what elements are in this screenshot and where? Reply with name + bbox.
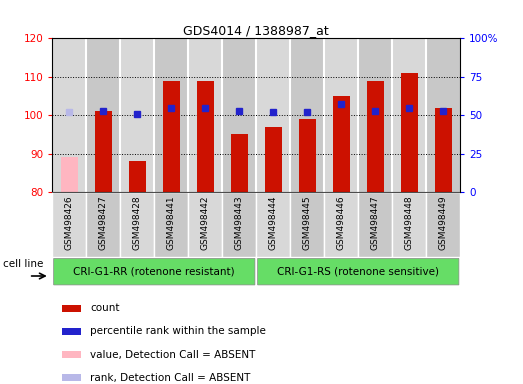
Text: GSM498441: GSM498441 xyxy=(167,195,176,250)
Bar xyxy=(265,127,282,192)
Text: GSM498444: GSM498444 xyxy=(269,195,278,250)
Bar xyxy=(231,134,248,192)
FancyBboxPatch shape xyxy=(258,258,459,285)
Text: GSM498426: GSM498426 xyxy=(65,195,74,250)
Bar xyxy=(392,38,426,192)
Bar xyxy=(290,192,324,257)
Bar xyxy=(62,328,81,335)
Bar xyxy=(401,73,418,192)
Bar xyxy=(62,351,81,358)
Text: CRI-G1-RR (rotenone resistant): CRI-G1-RR (rotenone resistant) xyxy=(73,266,235,276)
Bar xyxy=(129,161,146,192)
Text: GSM498428: GSM498428 xyxy=(133,195,142,250)
Text: CRI-G1-RS (rotenone sensitive): CRI-G1-RS (rotenone sensitive) xyxy=(277,266,439,276)
Bar xyxy=(62,305,81,312)
Bar xyxy=(163,81,180,192)
Bar xyxy=(222,192,256,257)
Bar xyxy=(197,81,214,192)
Bar xyxy=(120,192,154,257)
Bar xyxy=(435,108,452,192)
Bar xyxy=(426,192,460,257)
Bar xyxy=(290,38,324,192)
Bar xyxy=(120,38,154,192)
Text: count: count xyxy=(90,303,120,313)
Bar xyxy=(95,111,112,192)
Bar xyxy=(188,38,222,192)
Bar xyxy=(62,374,81,381)
Bar xyxy=(61,157,78,192)
Text: GSM498448: GSM498448 xyxy=(405,195,414,250)
Text: GSM498449: GSM498449 xyxy=(439,195,448,250)
Bar xyxy=(299,119,316,192)
Text: GSM498427: GSM498427 xyxy=(99,195,108,250)
FancyBboxPatch shape xyxy=(54,258,255,285)
Bar xyxy=(86,38,120,192)
Text: GSM498442: GSM498442 xyxy=(201,195,210,250)
Bar xyxy=(358,38,392,192)
Bar xyxy=(392,192,426,257)
Text: rank, Detection Call = ABSENT: rank, Detection Call = ABSENT xyxy=(90,372,251,382)
Bar xyxy=(367,81,384,192)
Bar xyxy=(358,192,392,257)
Bar xyxy=(52,192,86,257)
Text: GSM498445: GSM498445 xyxy=(303,195,312,250)
Bar xyxy=(52,38,86,192)
Bar xyxy=(256,38,290,192)
Text: cell line: cell line xyxy=(3,260,43,270)
Bar xyxy=(222,38,256,192)
Bar xyxy=(154,192,188,257)
Title: GDS4014 / 1388987_at: GDS4014 / 1388987_at xyxy=(184,24,329,37)
Bar xyxy=(86,192,120,257)
Text: GSM498446: GSM498446 xyxy=(337,195,346,250)
Bar xyxy=(324,192,358,257)
Text: GSM498443: GSM498443 xyxy=(235,195,244,250)
Bar xyxy=(426,38,460,192)
Text: GSM498447: GSM498447 xyxy=(371,195,380,250)
Bar xyxy=(324,38,358,192)
Text: value, Detection Call = ABSENT: value, Detection Call = ABSENT xyxy=(90,349,255,359)
Text: percentile rank within the sample: percentile rank within the sample xyxy=(90,326,266,336)
Bar xyxy=(256,192,290,257)
Bar xyxy=(188,192,222,257)
Bar xyxy=(333,96,350,192)
Bar xyxy=(154,38,188,192)
